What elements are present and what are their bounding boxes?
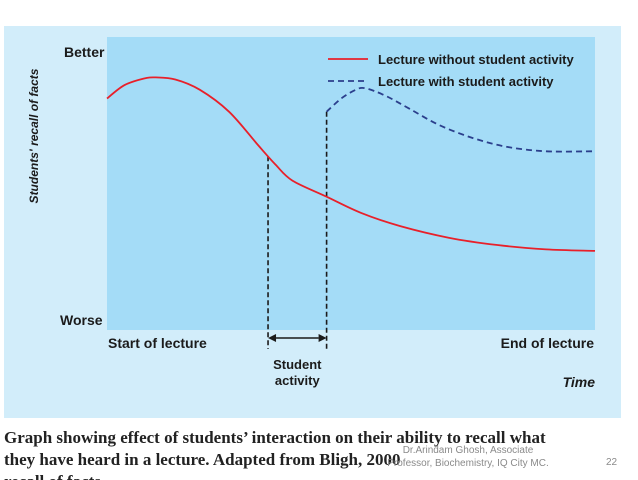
x-label-start: Start of lecture: [108, 335, 207, 351]
caption-line-2: they have heard in a lecture. Adapted fr…: [4, 450, 401, 469]
arrow-head-right: [318, 334, 327, 342]
annotation-label-line2: activity: [275, 373, 321, 388]
caption-line-3: recall of facts: [4, 471, 636, 480]
x-label-end: End of lecture: [501, 335, 595, 351]
legend-label-without-activity: Lecture without student activity: [378, 52, 575, 67]
plot-area: [107, 37, 595, 330]
x-axis-label: Time: [563, 374, 596, 390]
recall-chart: Students' recall of facts Better Worse S…: [27, 37, 596, 390]
footer-line-1: Dr.Arindam Ghosh, Associate: [402, 445, 534, 456]
y-label-worse: Worse: [60, 312, 103, 328]
legend: Lecture without student activity Lecture…: [328, 52, 575, 89]
figure-caption: Graph showing effect of students’ intera…: [4, 427, 636, 480]
figure-panel: Students' recall of facts Better Worse S…: [4, 26, 621, 418]
footer-line-2: Professor, Biochemistry, IQ City MC.: [387, 458, 549, 469]
series-line-without-activity: [106, 76, 596, 252]
student-activity-annotation: Student activity: [268, 334, 327, 388]
arrow-head-left: [268, 334, 277, 342]
y-axis-label: Students' recall of facts: [27, 68, 41, 203]
footer-credit: Dr.Arindam Ghosh, Associate Professor, B…: [352, 444, 584, 470]
marker-layer: [267, 111, 328, 349]
legend-label-with-activity: Lecture with student activity: [378, 74, 554, 89]
series-layer: [106, 76, 596, 252]
y-label-better: Better: [64, 44, 105, 60]
caption-line-1: Graph showing effect of students’ intera…: [4, 428, 546, 447]
annotation-label-line1: Student: [273, 357, 322, 372]
slide-number: 22: [606, 457, 618, 468]
series-line-with-activity: [325, 86, 596, 153]
